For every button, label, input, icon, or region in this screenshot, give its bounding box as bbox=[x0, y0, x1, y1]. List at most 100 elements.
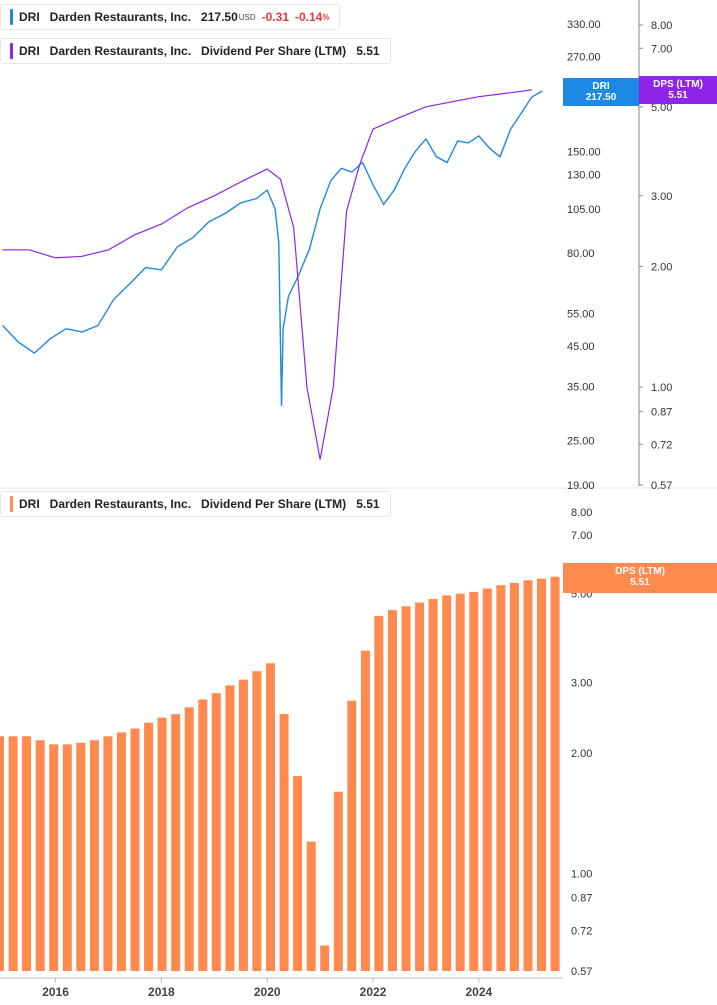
dps-bar bbox=[442, 595, 452, 971]
price-axis-tick: 19.00 bbox=[567, 480, 595, 492]
legend-price-name: Darden Restaurants, Inc. bbox=[49, 10, 192, 24]
dps-axis-tick: 3.00 bbox=[651, 191, 672, 203]
dps-bar bbox=[266, 663, 275, 971]
price-tag: DRI 217.50 bbox=[563, 78, 639, 106]
legend-dps-top-metric: Dividend Per Share (LTM) bbox=[201, 44, 347, 58]
price-axis-tick: 80.00 bbox=[567, 248, 595, 260]
price-axis-tick: 25.00 bbox=[567, 436, 595, 448]
dps-bar bbox=[49, 744, 59, 971]
price-line bbox=[2, 90, 543, 406]
dps-bar bbox=[523, 580, 533, 971]
dps-axis-tick: 8.00 bbox=[651, 20, 672, 32]
dps-top-tag: DPS (LTM) 5.51 bbox=[639, 76, 717, 104]
dps-axis-tick: 7.00 bbox=[651, 43, 672, 55]
price-axis-tick: 130.00 bbox=[567, 169, 601, 181]
dps-bar bbox=[89, 740, 99, 971]
dps-bar bbox=[103, 736, 113, 971]
dps-bar bbox=[211, 693, 221, 971]
dps-bottom-tag: DPS (LTM) 5.51 bbox=[563, 563, 717, 593]
legend-dps-bottom-metric: Dividend Per Share (LTM) bbox=[201, 497, 347, 511]
dps-axis-tick: 0.72 bbox=[651, 439, 672, 451]
dps-bar bbox=[76, 742, 86, 971]
dps-axis-tick: 0.87 bbox=[651, 406, 672, 418]
dps-bar bbox=[482, 588, 492, 971]
dps-bar bbox=[279, 714, 289, 971]
dps-bar bbox=[35, 740, 45, 971]
dps-bar bbox=[537, 578, 546, 971]
x-axis-tick: 2020 bbox=[254, 985, 281, 999]
dps-bar bbox=[157, 717, 167, 971]
x-axis-tick: 2024 bbox=[466, 985, 493, 999]
dps-bottom-tag-value: 5.51 bbox=[630, 577, 650, 588]
legend-price-change-pct: -0.14 bbox=[295, 10, 323, 24]
dps-bar bbox=[62, 744, 72, 971]
dps-bar bbox=[144, 722, 154, 971]
price-axis-tick: 330.00 bbox=[567, 19, 601, 31]
price-axis-tick: 270.00 bbox=[567, 51, 601, 63]
dps-bar bbox=[455, 593, 465, 971]
dps-bar bbox=[509, 582, 519, 971]
price-tag-label: DRI bbox=[592, 81, 610, 92]
legend-dps-top-value: 5.51 bbox=[356, 44, 380, 58]
x-axis-tick: 2016 bbox=[42, 985, 69, 999]
dps-bar bbox=[198, 699, 208, 971]
legend-dps-top[interactable]: DRI Darden Restaurants, Inc. Dividend Pe… bbox=[0, 38, 391, 64]
dps-bar bbox=[225, 685, 235, 971]
x-axis-tick: 2022 bbox=[360, 985, 387, 999]
dps-bar bbox=[8, 736, 18, 971]
bar-axis-tick: 0.72 bbox=[571, 925, 592, 937]
price-axis-tick: 35.00 bbox=[567, 381, 595, 393]
price-dps-plot bbox=[2, 89, 543, 460]
dps-bar bbox=[117, 732, 126, 971]
legend-price[interactable]: DRI Darden Restaurants, Inc. 217.50 USD … bbox=[0, 4, 341, 30]
legend-price-change: -0.31 bbox=[261, 10, 289, 24]
dps-bar bbox=[293, 776, 303, 971]
legend-dps-bottom-ticker: DRI bbox=[19, 497, 40, 511]
legend-dps-top-ticker: DRI bbox=[19, 44, 40, 58]
dps-bar bbox=[184, 707, 194, 971]
dps-line bbox=[2, 89, 532, 460]
dps-axis-tick: 5.00 bbox=[651, 102, 672, 114]
dps-bar bbox=[428, 599, 438, 971]
bar-axis-tick: 0.57 bbox=[571, 966, 592, 978]
bar-axis-tick: 8.00 bbox=[571, 507, 592, 519]
dps-bar bbox=[388, 610, 397, 971]
dps-bar bbox=[333, 791, 343, 971]
dps-bottom-series-swatch bbox=[10, 496, 13, 512]
dps-bar bbox=[171, 714, 181, 971]
dps-bar bbox=[0, 736, 4, 971]
dps-axis-tick: 1.00 bbox=[651, 382, 672, 394]
dps-bar-plot bbox=[0, 576, 560, 971]
bar-axis-tick: 0.87 bbox=[571, 893, 592, 905]
dps-axis-tick: 0.57 bbox=[651, 480, 672, 492]
dps-top-tag-value: 5.51 bbox=[668, 90, 688, 101]
legend-dps-bottom-value: 5.51 bbox=[356, 497, 380, 511]
bar-axis-tick: 3.00 bbox=[571, 677, 592, 689]
dps-top-tag-label: DPS (LTM) bbox=[653, 79, 703, 90]
dps-bar bbox=[347, 700, 357, 971]
price-axis-tick: 105.00 bbox=[567, 204, 601, 216]
dps-bar bbox=[374, 615, 384, 971]
price-axis-tick: 150.00 bbox=[567, 146, 601, 158]
bar-axis-tick: 7.00 bbox=[571, 530, 592, 542]
dps-bar bbox=[252, 671, 262, 971]
bar-axis-tick: 2.00 bbox=[571, 748, 592, 760]
price-tag-value: 217.50 bbox=[585, 92, 617, 103]
axes: 19.00 25.00 35.00 45.00 55.00 80.00 105.00 130.… bbox=[0, 19, 672, 999]
price-axis-tick: 45.00 bbox=[567, 341, 595, 353]
dps-bar bbox=[415, 602, 425, 971]
dps-bar bbox=[22, 736, 32, 971]
bar-axis-tick: 1.00 bbox=[571, 868, 592, 880]
dps-bar bbox=[401, 606, 411, 971]
legend-price-value: 217.50 bbox=[201, 10, 238, 24]
dps-bar bbox=[360, 650, 370, 971]
dps-bar bbox=[130, 728, 140, 971]
dps-top-series-swatch bbox=[10, 43, 13, 59]
price-series-swatch bbox=[10, 9, 13, 25]
legend-dps-bottom[interactable]: DRI Darden Restaurants, Inc. Dividend Pe… bbox=[0, 491, 391, 517]
dps-bar bbox=[496, 585, 506, 971]
dps-bar bbox=[306, 841, 316, 971]
dps-bar bbox=[469, 591, 479, 971]
x-axis-tick: 2018 bbox=[148, 985, 175, 999]
